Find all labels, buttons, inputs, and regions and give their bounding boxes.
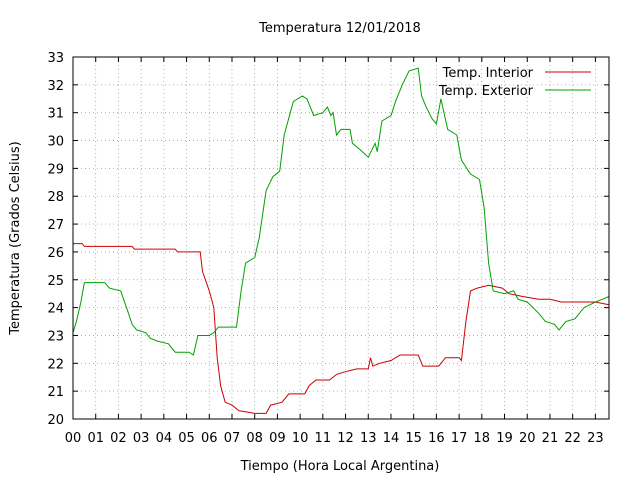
- x-tick-label: 18: [474, 431, 491, 446]
- y-tick-label: 28: [47, 190, 64, 205]
- x-tick-label: 12: [337, 431, 354, 446]
- plot-frame: [72, 56, 610, 420]
- y-tick-label: 26: [47, 246, 64, 261]
- x-tick-label: 17: [451, 431, 468, 446]
- y-tick-label: 27: [47, 218, 64, 233]
- legend-label: Temp. Interior: [442, 66, 534, 81]
- x-tick-label: 04: [156, 431, 173, 446]
- y-tick-label: 24: [47, 302, 64, 317]
- x-tick-label: 00: [65, 431, 82, 446]
- chart-title: Temperatura 12/01/2018: [258, 21, 421, 36]
- x-tick-label: 07: [224, 431, 241, 446]
- x-tick-label: 16: [428, 431, 445, 446]
- x-tick-label: 02: [110, 431, 127, 446]
- y-tick-label: 32: [47, 79, 64, 94]
- legend: Temp. Interior Temp. Exterior: [438, 66, 591, 99]
- y-tick-label: 30: [47, 135, 64, 150]
- x-tick-label: 22: [564, 431, 581, 446]
- x-tick-label: 19: [496, 431, 513, 446]
- x-tick-label: 11: [315, 431, 332, 446]
- y-tick-label: 29: [47, 162, 64, 177]
- y-axis-label-group: Temperatura (Grados Celsius): [8, 141, 23, 335]
- y-tick-label: 21: [47, 385, 64, 400]
- x-tick-label: 13: [360, 431, 377, 446]
- x-tick-label: 05: [178, 431, 195, 446]
- y-tick-label: 25: [47, 274, 64, 289]
- series-line-temp-exterior: [72, 67, 610, 356]
- x-tick-label: 03: [133, 431, 150, 446]
- x-tick-label: 14: [383, 431, 400, 446]
- series-line-temp-interior: [73, 243, 610, 414]
- x-tick-label: 21: [542, 431, 559, 446]
- x-tick-label: 15: [405, 431, 422, 446]
- y-tick-label: 22: [47, 357, 64, 372]
- y-tick-label: 33: [47, 51, 64, 66]
- legend-label: Temp. Exterior: [438, 84, 534, 99]
- x-tick-label: 01: [87, 431, 104, 446]
- y-tick-label: 23: [47, 329, 64, 344]
- y-axis-label: Temperatura (Grados Celsius): [8, 141, 23, 335]
- x-tick-label: 20: [519, 431, 536, 446]
- y-tick-label: 31: [47, 107, 64, 122]
- grid-lines: [73, 57, 609, 419]
- x-tick-label: 10: [292, 431, 309, 446]
- x-tick-label: 08: [246, 431, 263, 446]
- x-axis-label: Tiempo (Hora Local Argentina): [240, 459, 440, 474]
- x-tick-label: 06: [201, 431, 218, 446]
- x-tick-label: 23: [587, 431, 604, 446]
- series-lines: [72, 67, 610, 414]
- axis-ticks: 00 01 02 03 04 05 06 07 08 09 10 11 12 13 14 15 16 17 18 19…: [47, 51, 609, 446]
- y-tick-label: 20: [47, 413, 64, 428]
- x-tick-label: 09: [269, 431, 286, 446]
